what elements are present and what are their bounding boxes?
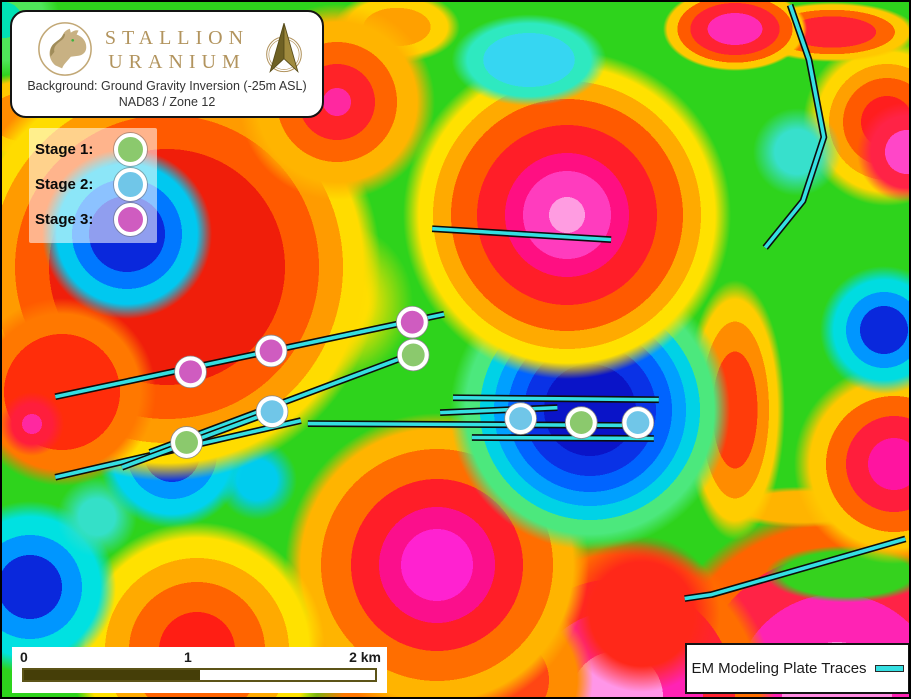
stage-1-color-dot <box>114 133 147 166</box>
plate-trace[interactable] <box>471 435 654 441</box>
stage-1-point[interactable] <box>401 343 425 367</box>
plate-trace[interactable] <box>763 4 826 249</box>
stage-2-label: Stage 2: <box>35 176 94 193</box>
scale-tick-0: 0 <box>20 649 28 665</box>
stage-1-point[interactable] <box>175 431 198 454</box>
background-note-line2: NAD83 / Zone 12 <box>118 95 216 109</box>
stage-legend-row-2: Stage 2: <box>29 167 157 202</box>
scale-bar: 0 1 2 km <box>12 647 387 693</box>
stage-3-color-dot <box>114 203 147 236</box>
north-arrow-icon <box>266 23 302 74</box>
trace-line-swatch <box>874 665 904 672</box>
logo-row: STALLION URANIUM <box>12 17 322 79</box>
plate-trace[interactable] <box>440 405 558 415</box>
scale-bar-labels: 0 1 2 km <box>12 647 387 667</box>
stage-legend-row-1: Stage 1: <box>29 132 157 167</box>
stage-3-point[interactable] <box>259 339 283 363</box>
stage-3-label: Stage 3: <box>35 211 94 228</box>
trace-legend-label: EM Modeling Plate Traces <box>691 660 867 677</box>
plate-trace[interactable] <box>432 226 612 242</box>
plate-trace[interactable] <box>452 395 659 402</box>
scale-tick-2km: 2 km <box>349 649 381 665</box>
stage-2-point[interactable] <box>260 400 284 424</box>
stage-2-point[interactable] <box>509 407 533 431</box>
brand-name: STALLION URANIUM <box>96 26 258 74</box>
stage-1-label: Stage 1: <box>35 141 94 158</box>
stage-3-point[interactable] <box>400 310 424 334</box>
scale-tick-1: 1 <box>184 649 192 665</box>
plate-trace[interactable] <box>307 421 651 428</box>
horse-logo-icon <box>38 22 92 76</box>
background-note: Background: Ground Gravity Inversion (-2… <box>12 78 322 110</box>
stage-2-color-dot <box>114 168 147 201</box>
stage-legend: Stage 1: Stage 2: Stage 3: <box>29 128 157 243</box>
scale-bar-fill <box>24 670 200 680</box>
stage-points-layer <box>170 305 655 459</box>
brand-line2: URANIUM <box>108 51 246 73</box>
plate-trace[interactable] <box>54 312 445 399</box>
brand-line1: STALLION <box>104 27 250 49</box>
stage-2-point[interactable] <box>626 411 650 435</box>
stage-3-point[interactable] <box>179 360 202 384</box>
scale-bar-outline <box>22 668 377 682</box>
title-card: STALLION URANIUM Background: Ground Grav… <box>10 10 324 118</box>
trace-legend: EM Modeling Plate Traces <box>685 643 909 694</box>
background-note-line1: Background: Ground Gravity Inversion (-2… <box>27 79 307 93</box>
plate-trace[interactable] <box>684 537 906 601</box>
stage-1-point[interactable] <box>569 411 593 435</box>
stage-legend-row-3: Stage 3: <box>29 202 157 237</box>
